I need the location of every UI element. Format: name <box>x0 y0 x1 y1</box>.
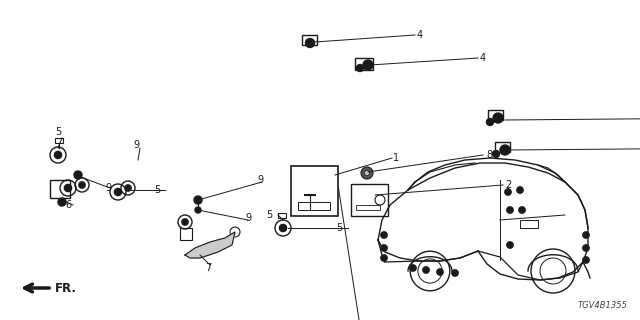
Bar <box>55 138 63 143</box>
Text: 5: 5 <box>266 210 272 220</box>
Circle shape <box>365 171 369 175</box>
Text: 4: 4 <box>417 30 423 40</box>
Circle shape <box>363 60 373 70</box>
Bar <box>180 228 192 240</box>
Polygon shape <box>185 232 235 258</box>
Circle shape <box>504 188 511 196</box>
Text: 6: 6 <box>65 200 71 210</box>
Bar <box>302 35 317 45</box>
Circle shape <box>381 244 387 252</box>
Bar <box>278 213 286 218</box>
Circle shape <box>381 254 387 261</box>
Text: 1: 1 <box>393 153 399 163</box>
Text: 5: 5 <box>154 185 160 195</box>
Circle shape <box>493 113 503 123</box>
Circle shape <box>125 185 131 191</box>
Bar <box>488 110 503 120</box>
Text: 9: 9 <box>133 140 139 150</box>
Text: 2: 2 <box>505 180 511 190</box>
Circle shape <box>582 231 589 238</box>
Circle shape <box>65 184 72 192</box>
Circle shape <box>356 65 364 71</box>
Circle shape <box>493 150 499 157</box>
Circle shape <box>486 118 493 125</box>
Circle shape <box>506 206 513 213</box>
Circle shape <box>410 265 417 271</box>
Bar <box>50 180 70 198</box>
Circle shape <box>305 38 314 47</box>
Text: TGV4B1355: TGV4B1355 <box>578 301 628 310</box>
Circle shape <box>516 187 524 194</box>
Circle shape <box>381 231 387 238</box>
Circle shape <box>436 268 444 276</box>
Text: 7: 7 <box>205 263 211 273</box>
Circle shape <box>500 145 510 155</box>
Circle shape <box>54 151 61 159</box>
Text: 9: 9 <box>257 175 263 185</box>
Circle shape <box>518 206 525 213</box>
Text: 5: 5 <box>336 223 342 233</box>
Circle shape <box>582 257 589 263</box>
Circle shape <box>115 188 122 196</box>
Circle shape <box>451 269 458 276</box>
Circle shape <box>74 171 82 179</box>
Text: 9: 9 <box>245 213 251 223</box>
Circle shape <box>195 207 201 213</box>
Circle shape <box>58 198 66 206</box>
Bar <box>298 202 330 210</box>
Circle shape <box>582 244 589 252</box>
Circle shape <box>194 196 202 204</box>
Bar <box>520 220 538 228</box>
Circle shape <box>182 219 188 225</box>
Circle shape <box>280 224 287 232</box>
Text: 9: 9 <box>105 183 111 193</box>
Circle shape <box>506 242 513 249</box>
Text: 5: 5 <box>55 127 61 137</box>
Circle shape <box>422 267 429 274</box>
Circle shape <box>79 182 85 188</box>
Bar <box>356 205 380 210</box>
Text: FR.: FR. <box>55 282 77 294</box>
Bar <box>495 142 510 152</box>
Text: 4: 4 <box>480 53 486 63</box>
Circle shape <box>361 167 373 179</box>
Text: 8: 8 <box>486 150 492 160</box>
Bar <box>355 58 373 70</box>
